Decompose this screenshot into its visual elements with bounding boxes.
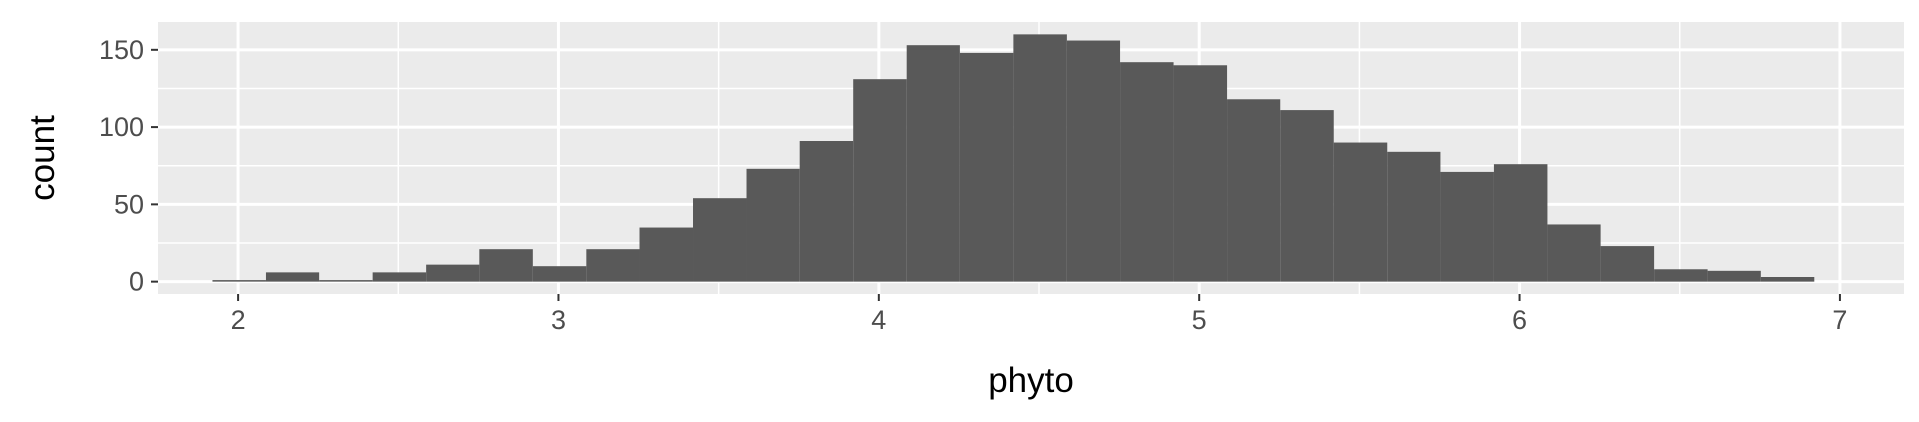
x-tick-label: 6 xyxy=(1512,305,1527,335)
histogram-bar xyxy=(1120,62,1174,282)
histogram-bar xyxy=(1547,224,1601,282)
histogram-bar xyxy=(1173,65,1228,282)
x-tick-label: 3 xyxy=(551,305,566,335)
histogram-bar xyxy=(853,79,907,282)
histogram-bar xyxy=(639,227,694,282)
histogram-bar xyxy=(212,280,266,282)
histogram-bar xyxy=(1280,110,1334,282)
histogram-bar xyxy=(799,141,854,282)
y-tick-label: 100 xyxy=(99,112,144,142)
histogram-bar xyxy=(1440,171,1494,282)
histogram-bar xyxy=(1654,269,1708,282)
y-tick-label: 50 xyxy=(114,189,144,219)
histogram-bar xyxy=(372,272,427,282)
histogram-bar xyxy=(586,249,640,282)
histogram-bar xyxy=(265,272,320,282)
histogram-bar xyxy=(1493,164,1548,282)
x-tick-label: 2 xyxy=(231,305,246,335)
histogram-bar xyxy=(1387,151,1441,282)
histogram-bar xyxy=(746,168,800,282)
x-tick-label: 4 xyxy=(871,305,886,335)
histogram-bar xyxy=(479,249,533,282)
histogram-bar xyxy=(906,45,960,282)
y-axis-title: count xyxy=(23,115,62,201)
histogram-bar xyxy=(1227,99,1281,282)
histogram-bar xyxy=(1013,34,1067,282)
x-tick-label: 7 xyxy=(1832,305,1847,335)
histogram-bar xyxy=(1333,142,1388,282)
y-tick-label: 150 xyxy=(99,35,144,65)
histogram-bar xyxy=(319,280,373,282)
histogram-bars xyxy=(212,34,1815,282)
x-axis: 2 3 4 5 6 7 xyxy=(231,294,1847,335)
histogram-bar xyxy=(1707,270,1761,282)
histogram-bar xyxy=(1066,40,1121,282)
histogram-bar xyxy=(959,52,1014,282)
x-tick-label: 5 xyxy=(1192,305,1207,335)
histogram-bar xyxy=(1760,277,1815,282)
histogram-bar xyxy=(1600,246,1655,282)
y-axis: 0 50 100 150 xyxy=(99,35,158,297)
x-axis-title: phyto xyxy=(988,361,1074,400)
histogram-bar xyxy=(693,198,747,282)
histogram-bar xyxy=(532,266,587,282)
y-tick-label: 0 xyxy=(129,267,144,297)
histogram-bar xyxy=(426,264,480,282)
